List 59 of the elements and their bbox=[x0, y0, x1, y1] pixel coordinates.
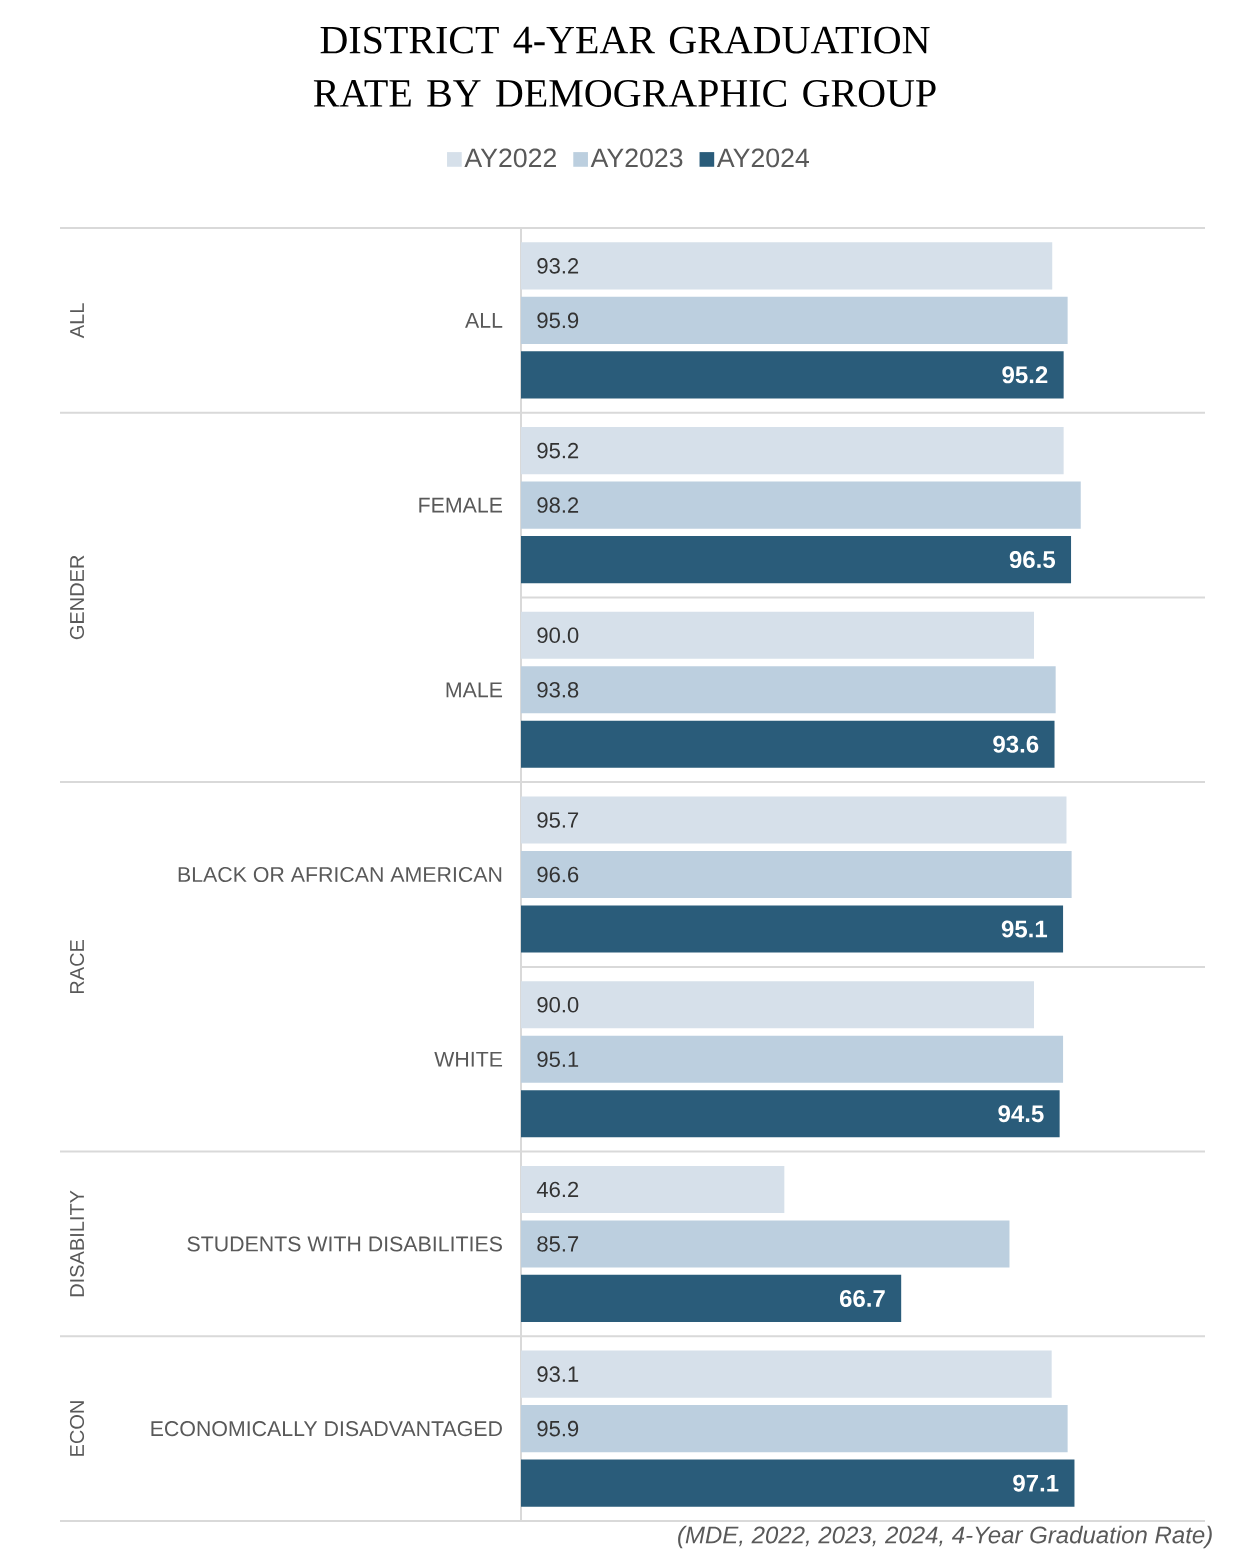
bar bbox=[521, 1090, 1060, 1138]
bar bbox=[521, 1220, 1010, 1268]
y-tick-label: ECONOMICALLY DISADVANTAGED bbox=[151, 1421, 502, 1437]
data-label: 90.0 bbox=[537, 627, 579, 644]
data-label: 98.2 bbox=[537, 497, 579, 513]
data-label: 93.1 bbox=[537, 1366, 579, 1382]
legend-label: AY2023 bbox=[590, 148, 683, 168]
bar bbox=[521, 720, 1055, 768]
data-label: 96.5 bbox=[1009, 551, 1056, 569]
bar bbox=[521, 905, 1064, 953]
bar bbox=[521, 1459, 1075, 1507]
bar bbox=[521, 351, 1064, 399]
data-label: 95.9 bbox=[537, 312, 579, 329]
y-tick-label: MALE bbox=[446, 682, 503, 698]
data-label: 96.6 bbox=[537, 866, 579, 883]
y-tick-label: ALL bbox=[465, 313, 503, 328]
bar bbox=[521, 536, 1072, 584]
y-tick-label: STUDENTS WITH DISABILITIES bbox=[187, 1236, 502, 1252]
data-label: 95.2 bbox=[1002, 366, 1048, 384]
bar bbox=[521, 611, 1034, 659]
chart-title: DISTRICT 4-YEAR GRADUATION RATE BY DEMOGRAPHIC GROUP bbox=[313, 26, 936, 107]
text: GENDER bbox=[69, 555, 85, 640]
bar bbox=[521, 666, 1056, 714]
data-label: 95.1 bbox=[1001, 920, 1048, 938]
data-label: 94.5 bbox=[998, 1105, 1044, 1123]
bar bbox=[521, 1274, 902, 1322]
legend-label: AY2022 bbox=[464, 148, 556, 168]
bar bbox=[521, 850, 1072, 899]
bar bbox=[521, 481, 1081, 529]
data-label: 95.7 bbox=[537, 812, 579, 828]
bar bbox=[521, 1035, 1064, 1083]
bar bbox=[521, 1405, 1068, 1453]
bar bbox=[521, 296, 1068, 344]
legend-label: AY2024 bbox=[716, 148, 809, 168]
data-label: 95.1 bbox=[537, 1051, 579, 1068]
data-label: 97.1 bbox=[1013, 1474, 1059, 1492]
data-label: 85.7 bbox=[537, 1236, 579, 1252]
text: (MDE, 2022, 2023, 2024, 4-Year Graduation Rate) bbox=[678, 1525, 1212, 1549]
y-tick-label: FEMALE bbox=[419, 497, 503, 513]
bar bbox=[521, 1165, 785, 1213]
bar bbox=[521, 1350, 1052, 1398]
data-label: 93.6 bbox=[993, 735, 1039, 753]
data-label: 46.2 bbox=[536, 1181, 579, 1198]
data-label: 95.9 bbox=[537, 1420, 579, 1437]
data-label: 93.8 bbox=[537, 682, 579, 698]
data-label: 66.7 bbox=[839, 1289, 885, 1307]
bar bbox=[521, 796, 1067, 844]
data-label: 90.0 bbox=[537, 996, 579, 1013]
bar bbox=[521, 981, 1034, 1029]
y-tick-label: BLACK OR AFRICAN AMERICAN bbox=[178, 866, 502, 883]
data-label: 95.2 bbox=[537, 442, 579, 459]
text: ECON bbox=[69, 1401, 85, 1456]
text: DISABILITY bbox=[69, 1190, 85, 1297]
bar bbox=[521, 427, 1064, 475]
bar bbox=[521, 242, 1053, 290]
data-label: 93.2 bbox=[537, 258, 579, 274]
y-tick-label: WHITE bbox=[434, 1051, 503, 1067]
text: RACE bbox=[69, 939, 85, 994]
text: ALL bbox=[70, 303, 84, 339]
